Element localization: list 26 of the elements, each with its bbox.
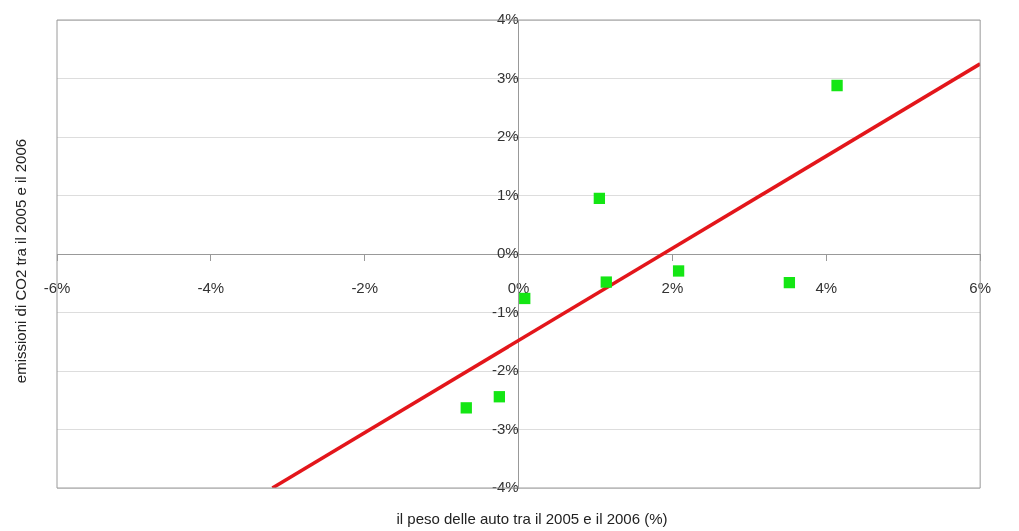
y-axis-title: emissioni di CO2 tra il 2005 e il 2006: [11, 138, 29, 384]
y-tick-label: -3%: [491, 419, 519, 437]
x-axis-title: il peso delle auto tra il 2005 e il 2006 (%): [396, 510, 668, 527]
x-tick-label: 4%: [815, 279, 838, 297]
y-tick-label: 2%: [496, 127, 519, 145]
point: [600, 276, 612, 288]
point: [831, 79, 843, 92]
point: [593, 192, 606, 205]
x-tick-label: -6%: [43, 279, 71, 297]
point: [493, 391, 505, 403]
y-tick-label: 1%: [496, 185, 519, 203]
y-tick-label: -1%: [491, 302, 519, 320]
point: [460, 402, 472, 414]
x-tick-label: 6%: [969, 279, 991, 297]
x-tick-label: -2%: [351, 279, 379, 297]
x-tick-label: -4%: [197, 279, 225, 297]
x-tick-label: 2%: [661, 279, 684, 297]
y-tick-label: -4%: [491, 478, 519, 496]
x-tick-label: 0%: [507, 279, 530, 297]
point: [783, 277, 796, 289]
point: [519, 292, 531, 305]
y-tick-label: 4%: [496, 10, 519, 28]
y-tick-label: 3%: [496, 68, 519, 86]
y-tick-label: 0%: [496, 244, 519, 262]
y-tick-label: -2%: [491, 361, 519, 379]
point: [672, 265, 685, 277]
